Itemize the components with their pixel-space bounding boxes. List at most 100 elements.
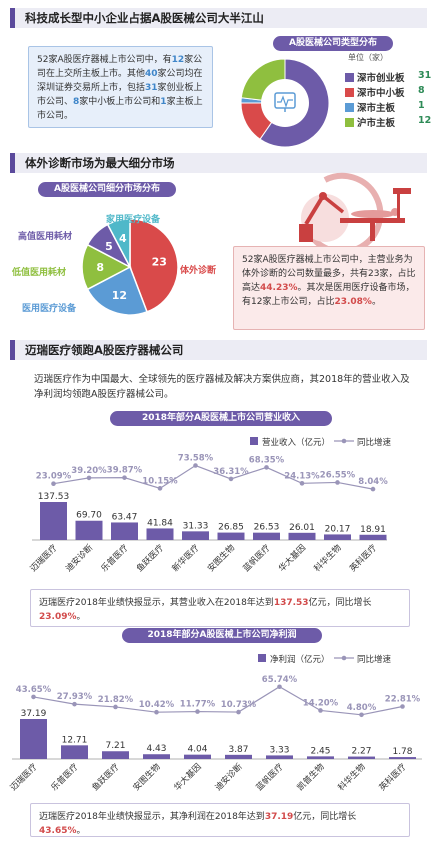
category-label: 华大基因 bbox=[276, 542, 308, 574]
bar-value-label: 2.27 bbox=[351, 747, 371, 757]
bar bbox=[253, 532, 280, 540]
profit-legend-bar: 净利润（亿元） bbox=[270, 654, 330, 665]
bar bbox=[20, 719, 47, 759]
growth-point bbox=[72, 701, 77, 707]
pro-note-a: 迈瑞医疗2018年业绩快报显示，其净利润在2018年达到 bbox=[39, 812, 265, 822]
bar-value-label: 3.87 bbox=[228, 745, 248, 755]
bar bbox=[102, 751, 129, 759]
growth-label: 39.20% bbox=[71, 466, 107, 476]
bar-value-label: 63.47 bbox=[112, 512, 138, 522]
bar bbox=[61, 745, 88, 759]
s2-pct-device: 23.08% bbox=[334, 297, 372, 307]
pie2-category-label: 高值医用耗材 bbox=[18, 230, 72, 242]
category-label: 迪安诊断 bbox=[63, 542, 95, 574]
bar-value-label: 69.70 bbox=[76, 511, 102, 521]
pie1-legend-label: 深市中小板 bbox=[357, 88, 405, 99]
bar-value-label: 4.04 bbox=[187, 745, 207, 755]
growth-point bbox=[193, 463, 198, 468]
pie1-legend-value: 12 bbox=[418, 115, 432, 126]
pie2-title-pill: A股医械公司细分市场分布 bbox=[38, 182, 176, 197]
pie2-value-label: 12 bbox=[112, 289, 127, 302]
growth-label: 10.73% bbox=[221, 700, 257, 710]
bar-value-label: 4.43 bbox=[146, 744, 166, 754]
growth-point bbox=[264, 465, 269, 470]
pie2-slice-0 bbox=[129, 218, 179, 313]
s1-text-b: 家公司在上交所主板上市。其他 bbox=[37, 55, 203, 79]
category-label: 迈瑞医疗 bbox=[28, 542, 60, 574]
growth-point bbox=[236, 709, 241, 715]
category-label: 迪安诊断 bbox=[213, 761, 245, 793]
growth-label: 73.58% bbox=[178, 454, 214, 464]
section2-textbox: 52家A股医疗器械上市公司中，主营业务为体外诊断的公司数量最多，共有23家，占比… bbox=[233, 246, 425, 330]
bar bbox=[348, 756, 375, 759]
revenue-legend-dot bbox=[341, 438, 347, 444]
bar bbox=[40, 502, 67, 540]
growth-point bbox=[277, 684, 282, 690]
bar bbox=[146, 528, 174, 540]
bar-value-label: 20.17 bbox=[325, 524, 351, 534]
s2-text-b: 。其次是医用医疗设备市场，有12家上市公司，占比 bbox=[242, 283, 415, 307]
category-label: 蓝帆医疗 bbox=[241, 542, 273, 574]
growth-point bbox=[400, 704, 405, 709]
pie1-legend-item: 深市创业板 31 bbox=[345, 70, 431, 85]
pie1-legend-swatch bbox=[345, 103, 354, 112]
growth-label: 10.42% bbox=[139, 700, 175, 710]
revenue-legend-swatch bbox=[250, 437, 258, 445]
pie2-value-label: 23 bbox=[152, 256, 167, 269]
category-label: 迈瑞医疗 bbox=[8, 761, 40, 793]
category-label: 科华生物 bbox=[312, 542, 344, 574]
rev-note-pct: 23.09% bbox=[39, 612, 77, 622]
pie2-category-label: 体外诊断 bbox=[180, 264, 216, 276]
pie1-legend-label: 深市主板 bbox=[357, 103, 396, 114]
s1-text-e: 家中小板上市公司和 bbox=[79, 97, 161, 107]
bar bbox=[324, 534, 351, 540]
bar bbox=[217, 532, 245, 540]
category-label: 鱼跃医疗 bbox=[90, 761, 122, 793]
growth-label: 65.74% bbox=[262, 675, 298, 685]
pie2-category-label: 医用医疗设备 bbox=[22, 302, 77, 314]
bar bbox=[75, 520, 103, 540]
growth-label: 4.80% bbox=[347, 703, 377, 713]
pie1-title-pill: A股医械公司类型分布 bbox=[273, 36, 393, 51]
section3-intro: 迈瑞医疗作为中国最大、全球领先的医疗器械及解决方案供应商，其2018年的营业收入… bbox=[34, 374, 410, 400]
growth-point bbox=[299, 481, 305, 486]
bar-value-label: 31.33 bbox=[183, 521, 209, 531]
pro-note-c: 。 bbox=[76, 826, 86, 836]
category-label: 英科医疗 bbox=[347, 542, 379, 574]
growth-point bbox=[31, 694, 36, 700]
pie2-category-label: 低值医用耗材 bbox=[11, 266, 66, 278]
revenue-legend: 营业收入（亿元） 同比增速 bbox=[250, 437, 392, 448]
growth-label: 21.82% bbox=[98, 695, 134, 705]
bar-value-label: 3.33 bbox=[269, 745, 289, 755]
revenue-title-pill: 2018年部分A股医械上市公司营业收入 bbox=[110, 411, 332, 426]
pie1-legend-value: 1 bbox=[418, 100, 425, 111]
profit-legend-growth: 同比增速 bbox=[357, 654, 392, 665]
section2-header: 体外诊断市场为最大细分市场 bbox=[10, 153, 427, 173]
bar bbox=[111, 522, 138, 540]
s1-num-shanghai: 12 bbox=[171, 55, 185, 65]
pro-note-pct: 43.65% bbox=[39, 826, 77, 836]
pie1-legend-swatch bbox=[345, 73, 354, 82]
profit-legend: 净利润（亿元） 同比增速 bbox=[258, 654, 392, 665]
growth-label: 8.04% bbox=[358, 477, 388, 487]
s2-pct-ivd: 44.23% bbox=[260, 283, 298, 293]
growth-point bbox=[154, 709, 159, 715]
pie1-unit: 单位（家） bbox=[348, 53, 388, 62]
bar-value-label: 26.85 bbox=[218, 523, 244, 533]
growth-label: 14.20% bbox=[303, 698, 339, 708]
bar-value-label: 1.78 bbox=[392, 747, 412, 757]
category-label: 华大基因 bbox=[172, 761, 204, 793]
category-label: 安图生物 bbox=[205, 542, 237, 574]
profit-title-pill: 2018年部分A股医械上市公司净利润 bbox=[122, 628, 322, 643]
category-label: 安图生物 bbox=[131, 761, 163, 793]
bar bbox=[266, 755, 293, 759]
category-label: 英科医疗 bbox=[377, 761, 409, 793]
growth-label: 10.15% bbox=[142, 476, 178, 486]
s1-num-shenzhen: 40 bbox=[145, 69, 158, 79]
pie1-legend-item: 沪市主板 12 bbox=[345, 115, 432, 130]
bar-value-label: 37.19 bbox=[21, 709, 47, 719]
category-label: 凯普生物 bbox=[295, 761, 327, 793]
growth-point bbox=[86, 475, 92, 481]
bar-value-label: 18.91 bbox=[360, 525, 386, 535]
